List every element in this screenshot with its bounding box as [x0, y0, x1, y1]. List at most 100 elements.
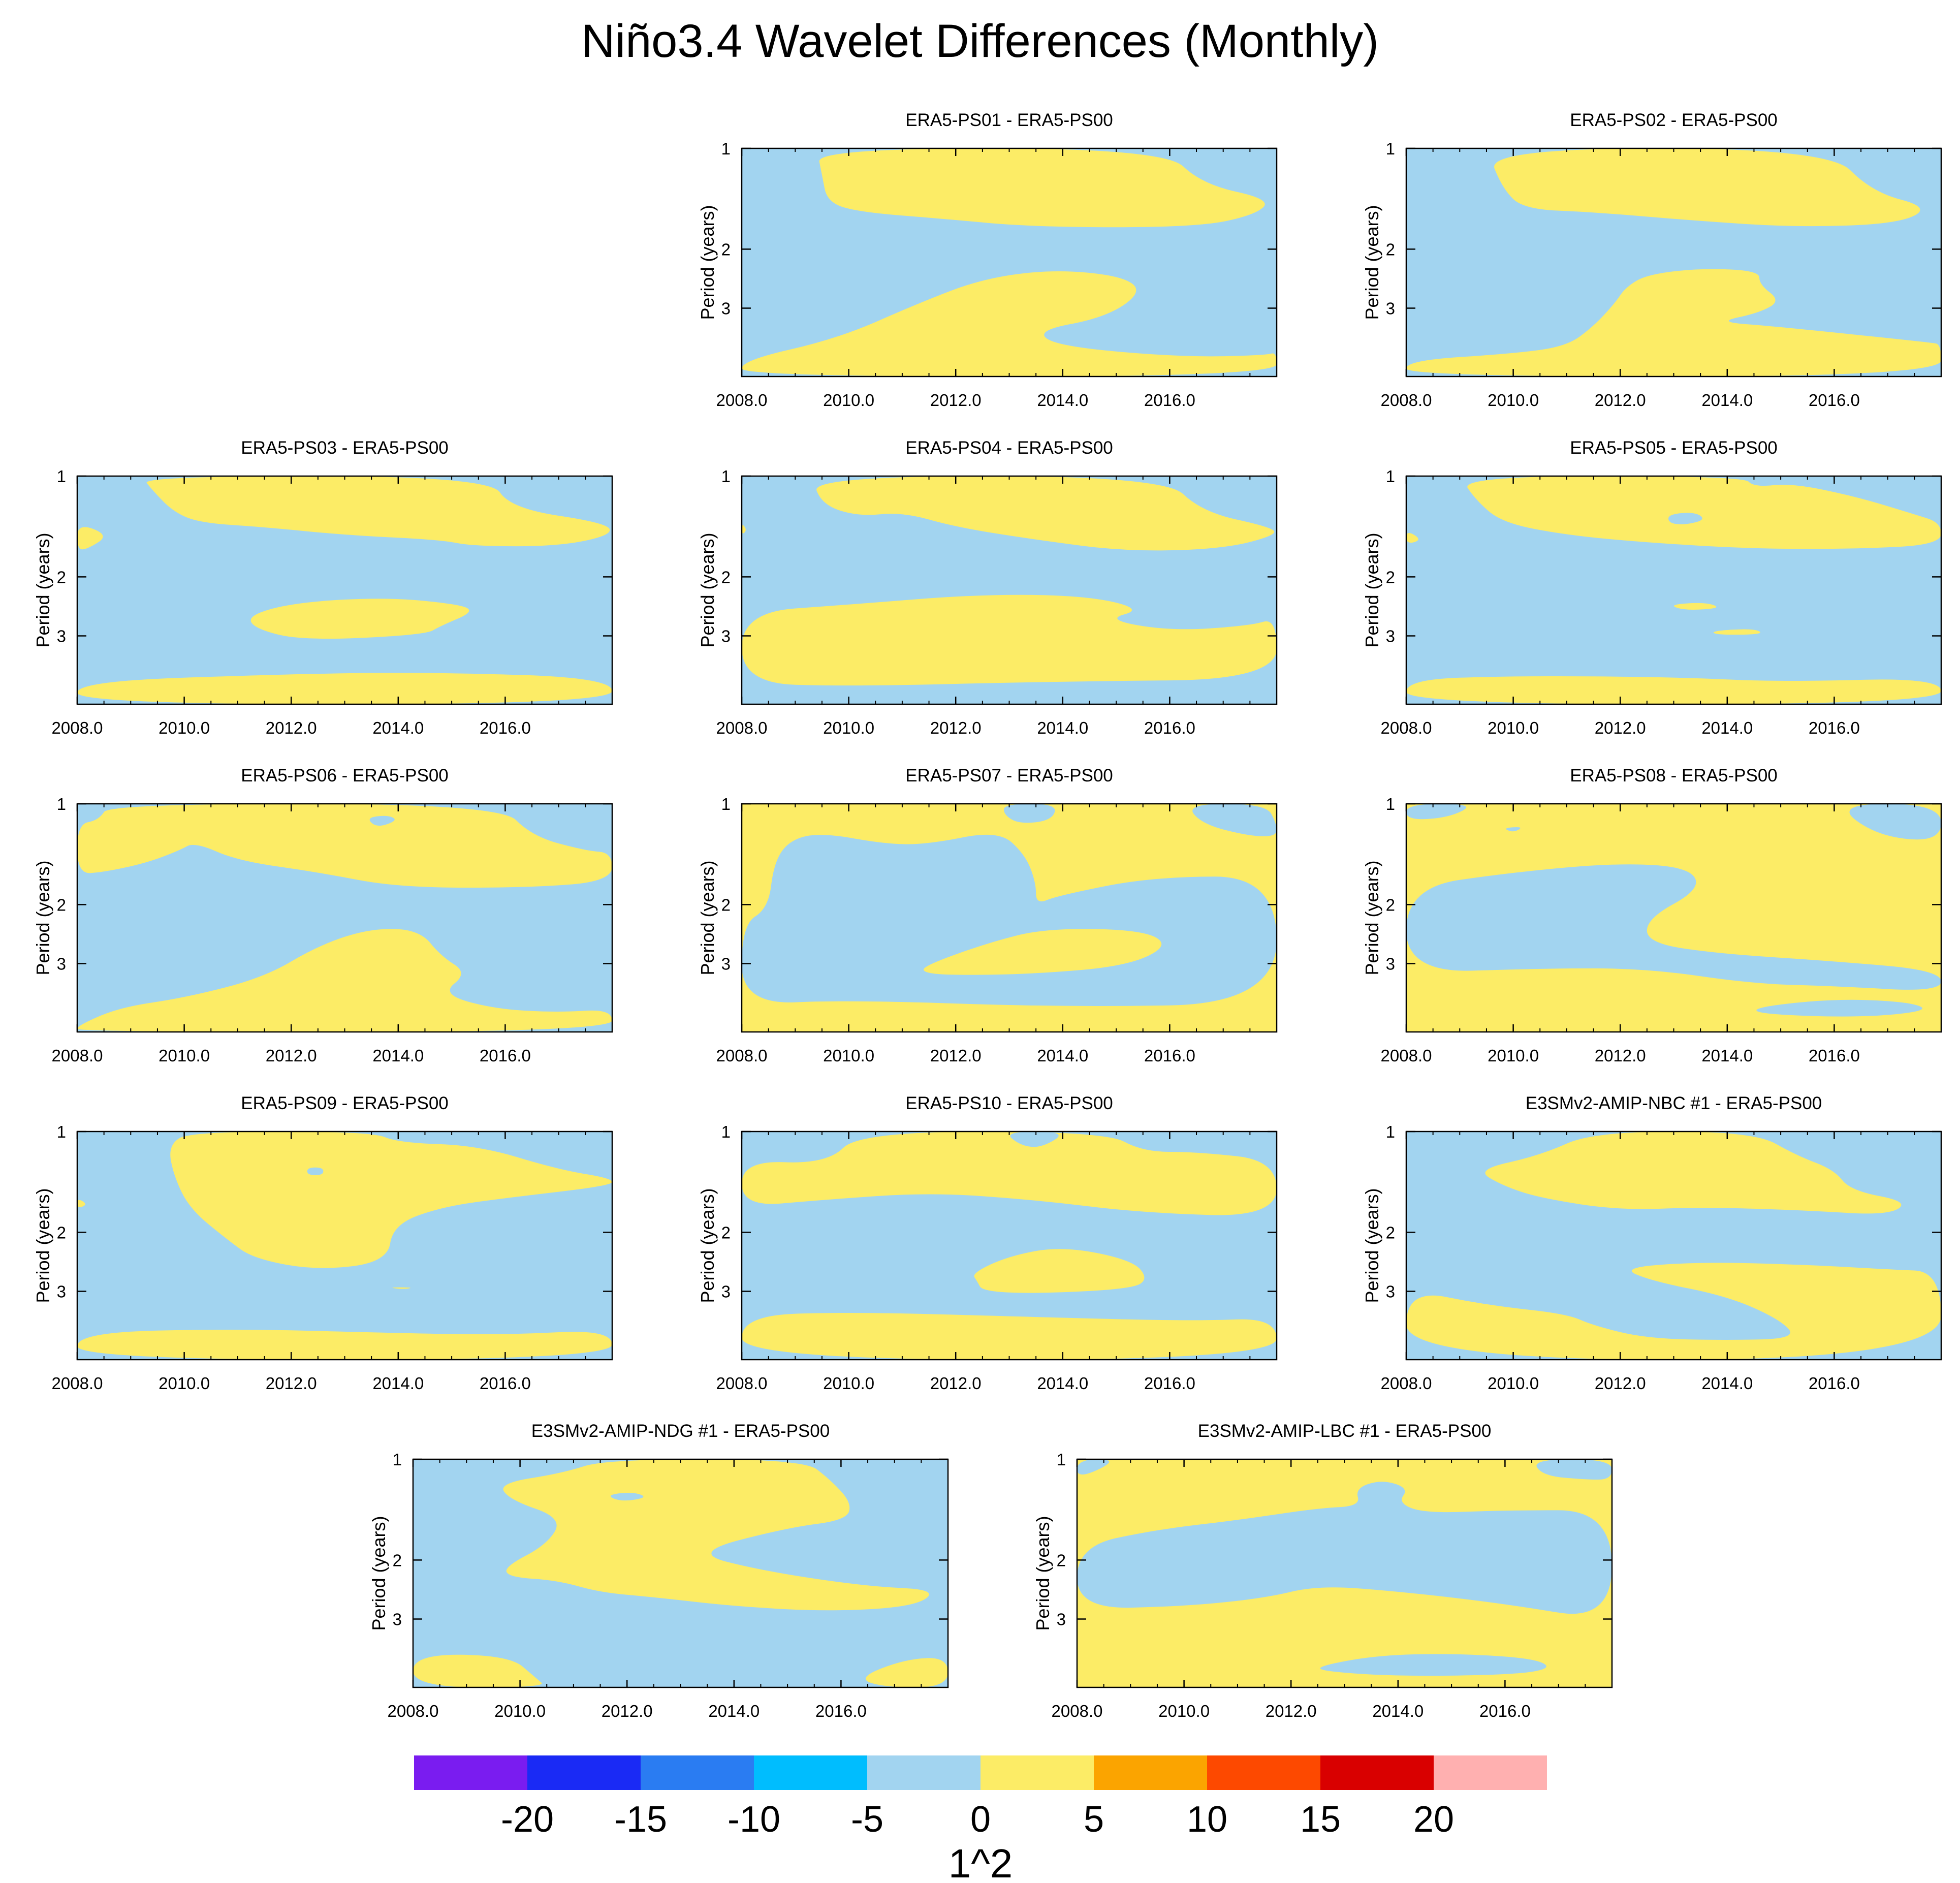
- colorbar-swatch: [1094, 1755, 1207, 1790]
- panel-title: ERA5-PS04 - ERA5-PS00: [905, 438, 1113, 458]
- panel-title: E3SMv2-AMIP-LBC #1 - ERA5-PS00: [1198, 1421, 1492, 1441]
- colorbar-label: 10: [1187, 1799, 1227, 1840]
- y-axis-label: Period (years): [1362, 532, 1382, 647]
- y-axis-label: Period (years): [697, 532, 718, 647]
- y-tick-label: 3: [721, 954, 731, 973]
- contour-region-positive: [250, 599, 469, 639]
- y-tick-label: 3: [721, 626, 731, 645]
- contour-region-positive: [742, 1132, 1277, 1215]
- contour-region-positive: [742, 525, 746, 533]
- y-tick-label: 2: [57, 895, 66, 914]
- y-axis-label: Period (years): [697, 860, 718, 975]
- contour-region-positive: [816, 476, 1275, 551]
- y-tick-label: 1: [1057, 1450, 1066, 1469]
- x-tick-label: 2014.0: [1701, 391, 1753, 410]
- y-axis-label: Period (years): [1032, 1516, 1053, 1630]
- y-tick-label: 2: [721, 240, 731, 259]
- contour-region-positive: [1406, 676, 1941, 704]
- colorbar-swatch: [641, 1755, 754, 1790]
- y-axis-label: Period (years): [368, 1516, 389, 1630]
- contour-region-negative: [1536, 1459, 1612, 1480]
- x-tick-label: 2014.0: [1037, 1374, 1088, 1393]
- x-tick-label: 2012.0: [1595, 1046, 1646, 1065]
- x-tick-label: 2010.0: [823, 1046, 874, 1065]
- y-axis-label: Period (years): [33, 532, 53, 647]
- contour-region-positive: [77, 1200, 85, 1207]
- colorbar-swatch: [527, 1755, 641, 1790]
- panels: ERA5-PS01 - ERA5-PS00 2008.0 2010.0 2012.0 2…: [33, 110, 1942, 1720]
- contour-region-positive: [1494, 148, 1920, 227]
- contour-region-negative: [1004, 804, 1055, 823]
- y-tick-label: 3: [721, 1282, 731, 1301]
- y-tick-label: 2: [1386, 240, 1395, 259]
- x-tick-label: 2008.0: [716, 1046, 768, 1065]
- contour-region-positive: [77, 929, 612, 1032]
- contour-region-negative: [1668, 513, 1702, 524]
- x-tick-label: 2010.0: [1158, 1702, 1210, 1720]
- x-tick-label: 2012.0: [266, 1374, 317, 1393]
- contour-region-positive: [742, 594, 1277, 686]
- y-tick-label: 3: [57, 1282, 66, 1301]
- y-tick-label: 2: [1386, 568, 1395, 586]
- contour-region-negative: [1406, 864, 1941, 990]
- y-axis-label: Period (years): [697, 1188, 718, 1303]
- colorbar-label: -5: [851, 1799, 883, 1840]
- contour-region-positive: [1406, 269, 1941, 376]
- colorbar-label: -15: [614, 1799, 667, 1840]
- x-tick-label: 2016.0: [1479, 1702, 1531, 1720]
- x-tick-label: 2016.0: [1144, 391, 1195, 410]
- y-axis-label: Period (years): [33, 860, 53, 975]
- panel-title: E3SMv2-AMIP-NBC #1 - ERA5-PS00: [1526, 1093, 1822, 1113]
- y-tick-label: 2: [721, 568, 731, 586]
- x-tick-label: 2010.0: [1488, 391, 1539, 410]
- x-tick-label: 2010.0: [823, 1374, 874, 1393]
- panel-title: ERA5-PS10 - ERA5-PS00: [905, 1093, 1113, 1113]
- colorbar: -20 -15 -10 -5 0 5 10 15 20 1^2: [414, 1755, 1547, 1883]
- contour-region-positive: [77, 673, 612, 704]
- contour-region-negative: [1320, 1654, 1546, 1676]
- contour-region-positive: [413, 1654, 542, 1687]
- y-tick-label: 3: [57, 954, 66, 973]
- x-tick-label: 2016.0: [480, 1374, 531, 1393]
- y-tick-label: 3: [1386, 1282, 1395, 1301]
- x-tick-label: 2010.0: [823, 391, 874, 410]
- colorbar-label: 5: [1084, 1799, 1104, 1840]
- panel-title: ERA5-PS02 - ERA5-PS00: [1570, 110, 1778, 130]
- panel-title: ERA5-PS01 - ERA5-PS00: [905, 110, 1113, 130]
- x-tick-label: 2014.0: [372, 1046, 424, 1065]
- x-tick-label: 2016.0: [1809, 391, 1860, 410]
- contour-region-positive: [865, 1658, 948, 1687]
- contour-region-positive: [1485, 1132, 1902, 1214]
- y-tick-label: 2: [721, 1223, 731, 1242]
- y-tick-label: 1: [1386, 467, 1395, 486]
- x-tick-label: 2012.0: [930, 1046, 982, 1065]
- y-tick-label: 1: [721, 1122, 731, 1141]
- y-axis-label: Period (years): [1362, 860, 1382, 975]
- colorbar-swatch: [754, 1755, 867, 1790]
- x-tick-label: 2014.0: [372, 1374, 424, 1393]
- y-axis-label: Period (years): [1362, 1188, 1382, 1303]
- x-tick-label: 2012.0: [266, 718, 317, 737]
- y-tick-label: 2: [721, 895, 731, 914]
- colorbar-label: -20: [501, 1799, 554, 1840]
- x-tick-label: 2016.0: [480, 718, 531, 737]
- contour-region-positive: [742, 271, 1277, 376]
- panel-title: ERA5-PS06 - ERA5-PS00: [241, 766, 449, 786]
- panel-title: ERA5-PS09 - ERA5-PS00: [241, 1093, 449, 1113]
- y-tick-label: 2: [1386, 895, 1395, 914]
- contour-region-negative: [1406, 804, 1466, 820]
- x-tick-label: 2008.0: [52, 718, 103, 737]
- y-tick-label: 3: [721, 299, 731, 318]
- contour-region-negative: [1010, 1132, 1059, 1147]
- y-tick-label: 2: [57, 1223, 66, 1242]
- contour-region-negative: [369, 815, 395, 826]
- contour-region-positive: [1406, 533, 1418, 543]
- y-axis-label: Period (years): [33, 1188, 53, 1303]
- x-tick-label: 2016.0: [1809, 718, 1860, 737]
- contour-region-positive: [1406, 1263, 1941, 1360]
- x-tick-label: 2012.0: [1595, 718, 1646, 737]
- x-tick-label: 2014.0: [1372, 1702, 1424, 1720]
- colorbar-label: 20: [1413, 1799, 1454, 1840]
- contour-region-positive: [503, 1459, 929, 1611]
- contour-region-positive: [146, 476, 610, 547]
